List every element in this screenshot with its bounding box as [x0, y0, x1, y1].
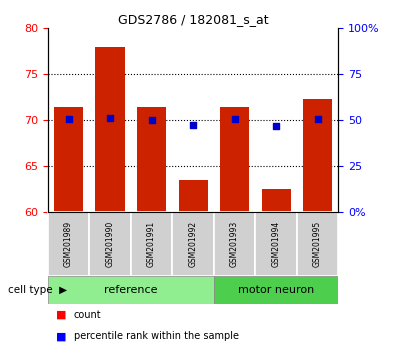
Point	[107, 115, 113, 120]
Text: reference: reference	[104, 285, 158, 295]
Text: GSM201994: GSM201994	[271, 221, 281, 267]
Text: motor neuron: motor neuron	[238, 285, 314, 295]
Bar	[48, 212, 89, 276]
Text: GSM201995: GSM201995	[313, 221, 322, 267]
Bar	[261, 189, 291, 212]
Bar	[297, 212, 338, 276]
Text: ■: ■	[56, 310, 66, 320]
Point	[231, 116, 238, 121]
Bar	[178, 180, 207, 212]
Text: GSM201990: GSM201990	[105, 221, 115, 267]
Text: percentile rank within the sample: percentile rank within the sample	[74, 331, 239, 341]
Bar	[214, 276, 338, 304]
Text: GSM201993: GSM201993	[230, 221, 239, 267]
Title: GDS2786 / 182081_s_at: GDS2786 / 182081_s_at	[118, 13, 268, 26]
Text: count: count	[74, 310, 101, 320]
Text: ■: ■	[56, 331, 66, 341]
Bar	[255, 212, 297, 276]
Bar	[89, 212, 131, 276]
Bar	[131, 212, 172, 276]
Bar	[54, 107, 83, 212]
Bar	[96, 47, 125, 212]
Point	[273, 123, 279, 129]
Bar	[48, 276, 214, 304]
Point	[190, 122, 196, 128]
Bar	[172, 212, 214, 276]
Text: cell type  ▶: cell type ▶	[8, 285, 67, 295]
Bar	[220, 107, 249, 212]
Point	[148, 117, 155, 123]
Text: GSM201991: GSM201991	[147, 221, 156, 267]
Bar	[137, 107, 166, 212]
Point	[65, 116, 72, 122]
Text: GSM201992: GSM201992	[189, 221, 197, 267]
Point	[314, 116, 321, 122]
Bar	[303, 99, 332, 212]
Text: GSM201989: GSM201989	[64, 221, 73, 267]
Bar	[214, 212, 255, 276]
